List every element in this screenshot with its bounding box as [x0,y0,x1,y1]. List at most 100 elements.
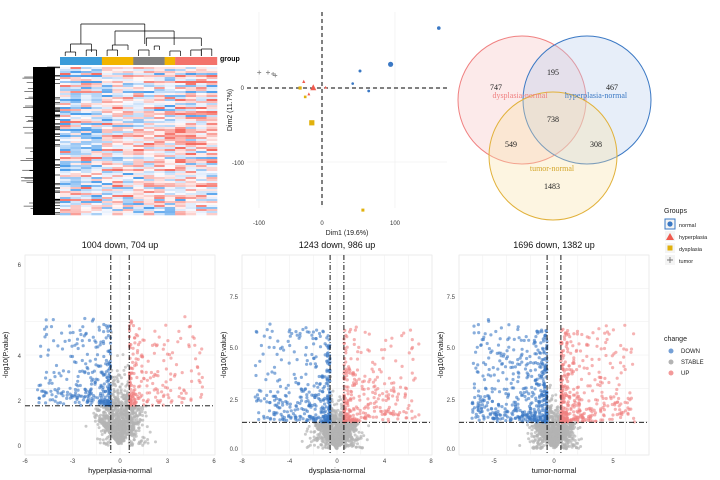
volcano-point-down [75,337,80,341]
volcano-point-down [294,380,298,384]
heatmap-cell [175,213,186,216]
heatmap-cell [185,127,197,130]
heatmap-cell [80,155,92,158]
heatmap-cell [154,195,165,198]
volcano-point-stable [309,430,313,434]
heatmap-cell [80,151,92,154]
heatmap-cell [133,133,145,136]
volcano-point-down [43,327,47,331]
heatmap-cell [206,73,218,76]
heatmap-cell [196,77,207,80]
heatmap-cell [80,87,92,90]
heatmap-cell [112,187,124,190]
volcano-point-stable [97,426,101,430]
heatmap-cell [154,183,165,186]
heatmap-cell [164,81,176,84]
heatmap-cell [175,117,186,120]
heatmap-cell [133,83,145,86]
volcano-point-stable [347,439,351,443]
volcano-point-up [377,367,382,372]
heatmap-cell [70,67,82,70]
volcano-point-up [184,391,188,395]
heatmap-cell [70,125,82,128]
volcano-point-down [96,396,100,400]
heatmap-cell [112,145,124,148]
volcano-point-stable [367,424,371,428]
volcano-point-down [278,378,282,382]
heatmap-cell [80,143,92,146]
volcano-point-stable [114,408,117,412]
heatmap-cell [80,91,92,94]
heatmap-cell [133,91,145,94]
heatmap-cell [101,105,113,108]
volcano-point-stable [146,441,150,445]
volcano-point-down [300,407,304,411]
volcano-point-down [289,415,293,419]
volcano-point-down [268,400,272,405]
heatmap-cell [164,71,176,74]
volcano-point-stable [137,426,141,430]
heatmap-cell [175,157,186,160]
volcano-point-down [267,409,272,413]
heatmap-cell [196,183,207,186]
heatmap-cell [175,163,186,166]
volcano-point-up [169,356,173,360]
heatmap-cell [133,131,145,134]
volcano-point-up [129,319,133,323]
volcano-point-up [177,329,181,333]
volcano-point-stable [321,446,325,450]
heatmap-cell [70,143,82,146]
heatmap-cell [185,195,197,198]
volcano-point-down [293,408,297,412]
heatmap-cell [91,85,103,88]
volcano-point-up [386,417,390,421]
heatmap-cell [143,73,155,76]
heatmap-cell [196,157,207,160]
volcano-point-stable [313,443,316,447]
heatmap-cell [91,207,103,210]
heatmap-cell [185,137,197,140]
volcano-point-down [310,352,314,357]
pca-point-hyperplasia [310,84,317,91]
heatmap-cell [80,191,92,194]
heatmap-cell [164,171,176,174]
heatmap-cell [154,101,165,104]
volcano-point-up [156,370,160,374]
volcano-point-up [367,332,371,336]
heatmap-cell [133,69,145,72]
volcano-point-down [253,395,257,399]
heatmap-cell [122,87,134,90]
heatmap-cell [143,91,155,94]
volcano-point-up [136,343,141,347]
volcano-point-up [136,385,141,389]
heatmap-cell [206,209,218,212]
heatmap-cell [112,175,124,178]
volcano-point-down [270,370,274,374]
heatmap-cell [206,117,218,120]
legend-plus-icon [667,257,673,263]
volcano-point-down [274,403,279,407]
volcano-point-up [133,388,137,392]
heatmap-cell [122,173,134,176]
volcano-point-stable [154,440,157,444]
heatmap-cell [196,207,207,210]
heatmap-cell [206,69,218,72]
heatmap-cell [60,143,71,146]
volcano-point-up [139,379,143,383]
heatmap-cell [164,117,176,120]
heatmap-cell [196,203,207,206]
volcano-point-stable [134,422,138,426]
heatmap-cell [143,149,155,152]
heatmap-cell [133,191,145,194]
heatmap-cell [206,127,218,130]
volcano-point-stable [349,431,353,435]
heatmap-cell [164,101,176,104]
volcano-point-stable [96,437,99,441]
heatmap-cell [206,169,218,172]
heatmap-cell [112,69,124,72]
heatmap-cell [206,157,218,160]
heatmap-cell [196,193,207,196]
heatmap-cell [143,123,155,126]
venn-count-hyperplasia-tumor: 308 [590,140,602,149]
heatmap-cell [80,187,92,190]
